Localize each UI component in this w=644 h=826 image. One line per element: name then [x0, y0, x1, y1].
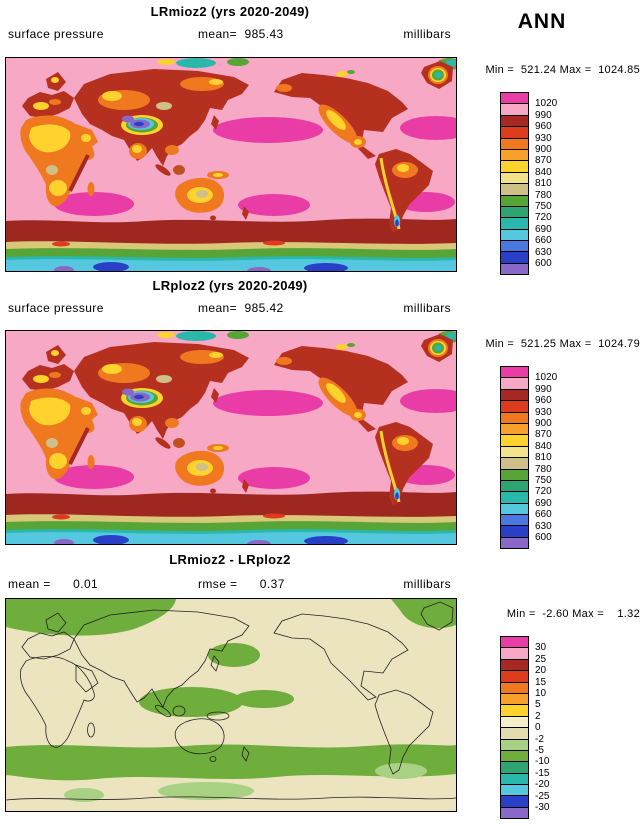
world-map-1 — [5, 57, 457, 272]
colorbar-tick-label: -5 — [535, 745, 544, 756]
colorbar-tick-label: 600 — [535, 532, 552, 543]
colorbar-tick-label: 930 — [535, 133, 552, 144]
minmax-2: Min = 521.25 Max = 1024.79 — [485, 338, 640, 350]
colorbar-tick-label: 10 — [535, 688, 547, 699]
colorbar-tick-label: 870 — [535, 155, 552, 166]
colorbar-tick-label: 990 — [535, 110, 552, 121]
colorbar-tick-label: 930 — [535, 407, 552, 418]
colorbar-cell — [500, 536, 529, 550]
colorbar-tick-label: -10 — [535, 756, 550, 767]
colorbar-tick-label: 810 — [535, 452, 552, 463]
colorbar-tick-label: 840 — [535, 167, 552, 178]
units-label-1: millibars — [403, 27, 451, 41]
pressure-colorbar-1: 1020 990 960 930 900 870 840 810 780 750… — [500, 92, 584, 276]
minmax-3: Min = -2.60 Max = 1.32 — [506, 608, 640, 620]
world-map-svg-2 — [6, 331, 456, 544]
colorbar-tick-label: 20 — [535, 665, 547, 676]
colorbar-tick-label: 870 — [535, 429, 552, 440]
colorbar-tick-label: 810 — [535, 178, 552, 189]
colorbar-tick-label: 25 — [535, 654, 547, 665]
panel-title-1: LRmioz2 (yrs 2020-2049) — [150, 4, 310, 19]
mean-value-2: mean= 985.42 — [198, 301, 284, 315]
colorbar-tick-label: 5 — [535, 699, 541, 710]
colorbar-tick-label: 30 — [535, 642, 547, 653]
colorbar-cell — [500, 262, 529, 276]
minmax-1: Min = 521.24 Max = 1024.85 — [485, 64, 640, 76]
colorbar-tick-label: 900 — [535, 418, 552, 429]
colorbar-tick-label: 690 — [535, 224, 552, 235]
colorbar-tick-label: 750 — [535, 201, 552, 212]
rmse-value-3: rmse = 0.37 — [198, 577, 285, 591]
colorbar-tick-label: 660 — [535, 509, 552, 520]
world-map-2 — [5, 330, 457, 545]
colorbar-tick-label: 840 — [535, 441, 552, 452]
mean-value-3: mean = 0.01 — [8, 577, 99, 591]
colorbar-tick-label: -30 — [535, 802, 550, 813]
colorbar-tick-label: 15 — [535, 677, 547, 688]
colorbar-tick-label: 960 — [535, 121, 552, 132]
colorbar-tick-label: -15 — [535, 768, 550, 779]
units-label-3: millibars — [403, 577, 451, 591]
colorbar-tick-label: 720 — [535, 212, 552, 223]
colorbar-tick-label: 2 — [535, 711, 541, 722]
units-label-2: millibars — [403, 301, 451, 315]
panel-title-2: LRploz2 (yrs 2020-2049) — [152, 278, 308, 293]
variable-label-1: surface pressure — [8, 27, 104, 41]
colorbar-tick-label: 780 — [535, 464, 552, 475]
difference-colorbar: 30 25 20 15 10 5 2 0 -2 -5 -10 -15 -20 -… — [500, 636, 584, 820]
colorbar-tick-label: 0 — [535, 722, 541, 733]
panel-meta-1: surface pressure mean= 985.43 millibars — [5, 27, 455, 42]
panel-meta-2: surface pressure mean= 985.42 millibars — [5, 301, 455, 316]
colorbar-tick-label: 630 — [535, 521, 552, 532]
colorbar-tick-label: -2 — [535, 734, 544, 745]
colorbar-tick-label: 1020 — [535, 372, 558, 383]
pressure-colorbar-2: 1020 990 960 930 900 870 840 810 780 750… — [500, 366, 584, 550]
colorbar-tick-label: 900 — [535, 144, 552, 155]
colorbar-tick-label: 1020 — [535, 98, 558, 109]
season-label: ANN — [517, 10, 567, 33]
panel-title-3: LRmioz2 - LRploz2 — [169, 552, 291, 567]
colorbar-tick-label: -20 — [535, 779, 550, 790]
mean-value-1: mean= 985.43 — [198, 27, 284, 41]
colorbar-cell — [500, 806, 529, 820]
colorbar-tick-label: 600 — [535, 258, 552, 269]
world-map-svg-3 — [6, 599, 456, 811]
colorbar-tick-label: 660 — [535, 235, 552, 246]
colorbar-tick-label: 990 — [535, 384, 552, 395]
variable-label-2: surface pressure — [8, 301, 104, 315]
colorbar-tick-label: 960 — [535, 395, 552, 406]
colorbar-tick-label: 690 — [535, 498, 552, 509]
panel-meta-3: mean = 0.01 rmse = 0.37 millibars — [5, 577, 455, 592]
colorbar-tick-label: 630 — [535, 247, 552, 258]
colorbar-tick-label: -25 — [535, 791, 550, 802]
world-map-svg-1 — [6, 58, 456, 271]
world-map-3 — [5, 598, 457, 812]
colorbar-tick-label: 780 — [535, 190, 552, 201]
colorbar-tick-label: 720 — [535, 486, 552, 497]
colorbar-tick-label: 750 — [535, 475, 552, 486]
